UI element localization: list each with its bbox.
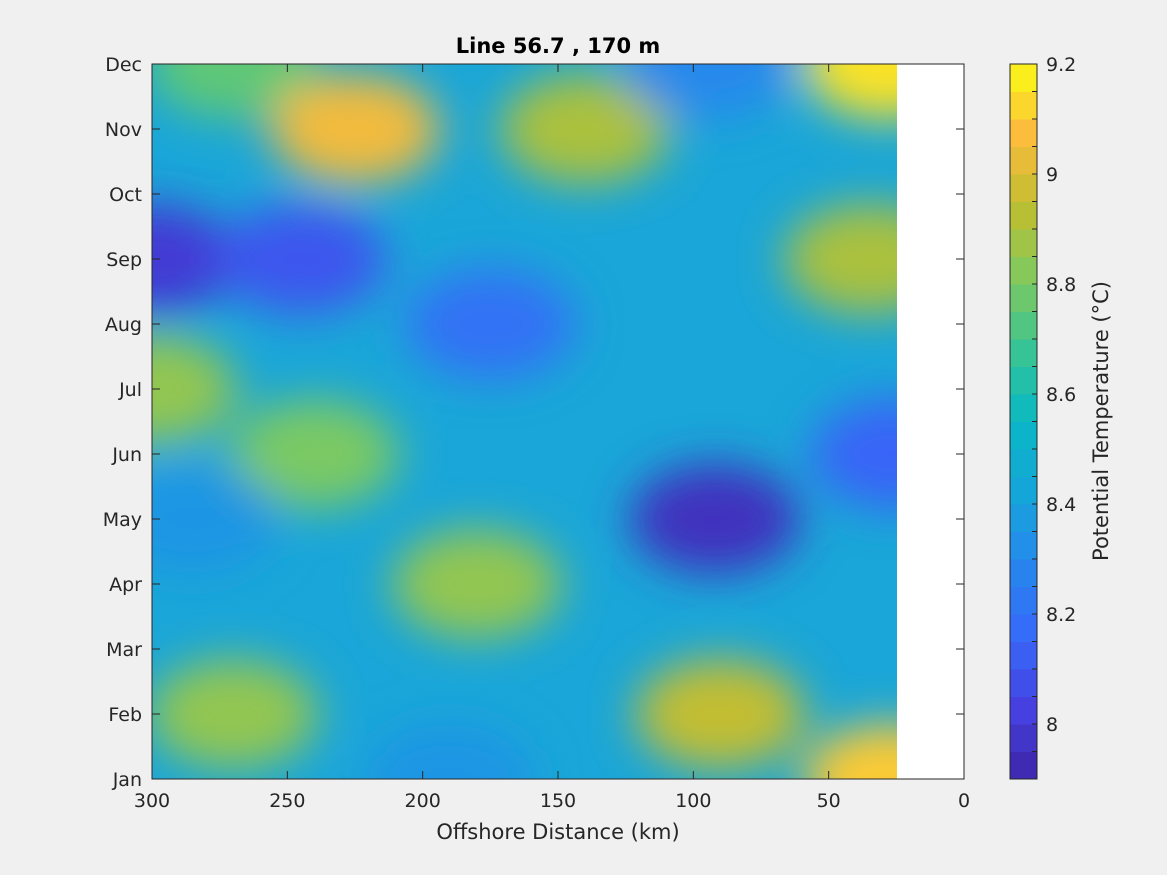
colorbar-level bbox=[1010, 174, 1037, 202]
x-tick-label: 250 bbox=[269, 790, 305, 812]
contour-region-7 bbox=[215, 204, 386, 314]
contour-region-2 bbox=[500, 74, 671, 184]
contour-region-16 bbox=[364, 724, 535, 779]
y-tick-label: Sep bbox=[106, 249, 142, 271]
colorbar-level bbox=[1010, 531, 1037, 560]
colorbar-level bbox=[1010, 724, 1037, 752]
y-axis: Jan Feb Mar Apr May Jun Jul Aug Sep Oct Nov Dec bbox=[103, 54, 964, 791]
y-tick-label: Oct bbox=[109, 184, 142, 206]
contour-region-14 bbox=[391, 529, 562, 639]
colorbar-level bbox=[1010, 64, 1037, 92]
contour-region-3 bbox=[621, 64, 792, 119]
contour-region-18 bbox=[803, 724, 897, 779]
colorbar-tick-label: 8 bbox=[1046, 714, 1058, 736]
colorbar-level bbox=[1010, 339, 1037, 367]
colorbar-tick-label: 8.8 bbox=[1046, 274, 1076, 296]
colorbar-level bbox=[1010, 394, 1037, 422]
x-axis: 300 250 200 150 100 50 0 bbox=[134, 64, 970, 812]
x-tick-label: 100 bbox=[675, 790, 711, 812]
x-tick-label: 300 bbox=[134, 790, 170, 812]
contour-region-5 bbox=[784, 204, 897, 314]
colorbar-level bbox=[1010, 449, 1037, 477]
contour-region-8 bbox=[405, 269, 576, 379]
contour-field bbox=[152, 64, 897, 779]
colorbar-level bbox=[1010, 669, 1037, 697]
colorbar-tick-label: 8.4 bbox=[1046, 494, 1076, 516]
colorbar-level bbox=[1010, 229, 1037, 257]
colorbar: 8 8.2 8.4 8.6 8.8 9 9.2 bbox=[1009, 54, 1076, 780]
colorbar-level bbox=[1010, 201, 1037, 230]
x-tick-label: 200 bbox=[405, 790, 441, 812]
x-tick-label: 150 bbox=[540, 790, 576, 812]
colorbar-tick-label: 9.2 bbox=[1046, 54, 1076, 76]
contour-region-17 bbox=[635, 659, 806, 769]
colorbar-level bbox=[1010, 311, 1037, 340]
colorbar-level bbox=[1010, 614, 1037, 642]
contour-region-6 bbox=[152, 204, 237, 314]
colorbar-level bbox=[1010, 504, 1037, 532]
colorbar-level bbox=[1010, 586, 1037, 615]
colorbar-level bbox=[1010, 641, 1037, 670]
contour-region-1 bbox=[270, 74, 440, 184]
y-tick-label: Jul bbox=[118, 379, 142, 401]
contour-region-0 bbox=[152, 64, 319, 119]
contour-region-11 bbox=[152, 464, 278, 574]
contour-blobs bbox=[152, 64, 897, 779]
colorbar-tick-label: 8.6 bbox=[1046, 384, 1076, 406]
y-tick-label: May bbox=[103, 509, 142, 531]
colorbar-level bbox=[1010, 559, 1037, 587]
colorbar-level bbox=[1010, 146, 1037, 175]
colorbar-level bbox=[1010, 119, 1037, 147]
x-axis-label: Offshore Distance (km) bbox=[436, 820, 679, 844]
y-tick-label: Aug bbox=[105, 314, 142, 336]
y-tick-label: Nov bbox=[105, 119, 142, 141]
colorbar-level bbox=[1010, 91, 1037, 120]
colorbar-level bbox=[1010, 696, 1037, 725]
colorbar-tick-label: 9 bbox=[1046, 164, 1058, 186]
x-tick-label: 50 bbox=[817, 790, 841, 812]
y-tick-label: Jan bbox=[112, 769, 142, 791]
y-tick-label: Jun bbox=[111, 444, 142, 466]
contour-region-15 bbox=[152, 659, 319, 769]
chart-title: Line 56.7 , 170 m bbox=[456, 34, 661, 58]
y-tick-label: Feb bbox=[108, 704, 142, 726]
contour-region-4 bbox=[803, 64, 897, 119]
y-tick-label: Mar bbox=[106, 639, 142, 661]
colorbar-label: Potential Temperature (°C) bbox=[1089, 281, 1113, 561]
contour-region-9 bbox=[229, 399, 400, 509]
colorbar-level bbox=[1010, 476, 1037, 505]
colorbar-level bbox=[1010, 421, 1037, 450]
y-tick-label: Apr bbox=[109, 574, 142, 596]
colorbar-level bbox=[1010, 366, 1037, 395]
contour-region-12 bbox=[629, 464, 800, 574]
colorbar-level bbox=[1010, 284, 1037, 312]
colorbar-level bbox=[1010, 751, 1037, 780]
y-tick-label: Dec bbox=[105, 54, 142, 76]
colorbar-level bbox=[1010, 256, 1037, 285]
colorbar-tick-label: 8.2 bbox=[1046, 604, 1076, 626]
contour-region-10 bbox=[152, 334, 237, 444]
contour-region-13 bbox=[811, 399, 897, 509]
x-tick-label: 0 bbox=[958, 790, 970, 812]
